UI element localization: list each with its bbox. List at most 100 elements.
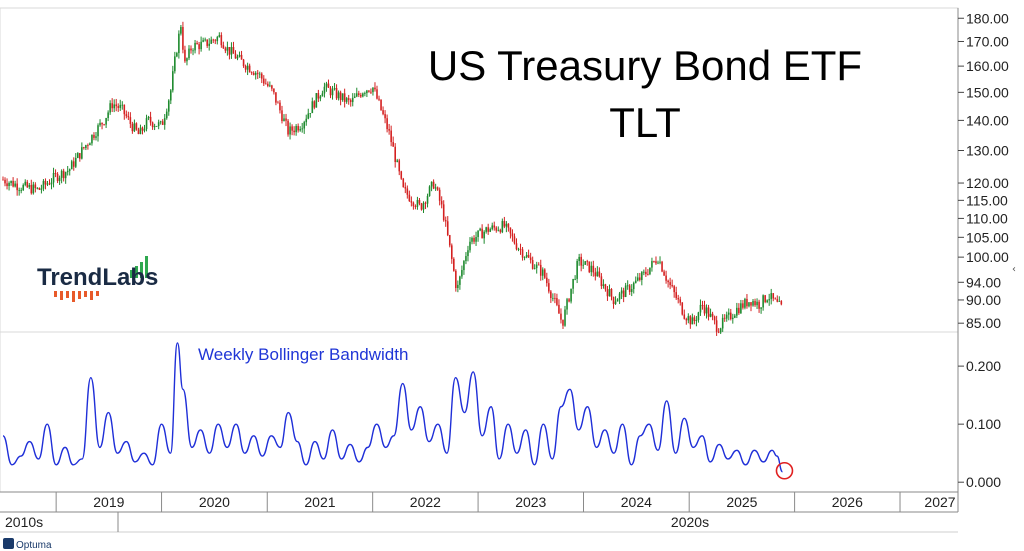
candle-body — [430, 181, 433, 187]
candle-body — [732, 317, 734, 319]
price-tick-label: 110.00 — [966, 210, 1008, 226]
candle-body — [663, 271, 665, 276]
candle-body — [685, 318, 688, 321]
candle-body — [626, 285, 629, 287]
price-y-axis: 180.00 170.00 160.00 150.00 140.00 130.00 120.… — [958, 10, 1009, 331]
candle-body — [412, 202, 415, 207]
candle-body — [535, 264, 538, 269]
candle-body — [228, 47, 231, 55]
candle-body — [372, 87, 374, 93]
candle-body — [517, 248, 520, 250]
candle-body — [420, 203, 423, 210]
candle-body — [188, 48, 190, 59]
candle-body — [329, 87, 332, 96]
candle-body — [362, 93, 364, 97]
candle-body — [145, 118, 148, 130]
price-tick-label: 85.00 — [966, 315, 1001, 331]
candle-body — [216, 37, 219, 42]
candle-body — [368, 90, 370, 92]
candle-body — [238, 54, 241, 57]
candle-body — [349, 100, 352, 103]
candle-body — [408, 194, 411, 202]
year-label: 2026 — [832, 494, 863, 510]
bandwidth-tick-label: 0.200 — [966, 358, 1001, 374]
candle-body — [562, 319, 564, 326]
candle-body — [240, 54, 243, 60]
candle-body — [246, 65, 249, 70]
candle-body — [36, 187, 39, 189]
candle-body — [323, 86, 326, 94]
candle-body — [370, 91, 372, 93]
candle-body — [550, 291, 552, 299]
candle-body — [355, 93, 358, 97]
candle-body — [287, 120, 289, 135]
candle-body — [155, 126, 158, 127]
candle-body — [305, 118, 308, 123]
candle-body — [671, 285, 673, 287]
candle-body — [622, 290, 625, 297]
candle-body — [315, 93, 318, 108]
candle-body — [93, 134, 95, 138]
candle-body — [645, 271, 647, 275]
candle-body — [254, 72, 257, 75]
price-tick-label: 160.00 — [966, 58, 1009, 74]
candle-body — [632, 282, 635, 290]
candle-body — [584, 261, 587, 265]
candle-body — [24, 181, 27, 185]
candle-body — [483, 231, 485, 239]
candle-body — [426, 195, 429, 204]
candle-body — [404, 187, 407, 189]
candle-body — [523, 257, 526, 258]
candle-body — [471, 237, 473, 242]
candle-body — [319, 96, 322, 99]
candle-body — [115, 104, 118, 107]
candle-body — [184, 49, 186, 62]
candle-body — [768, 299, 770, 301]
candle-body — [740, 303, 742, 314]
candle-body — [628, 285, 631, 293]
candle-body — [169, 90, 172, 101]
candle-body — [546, 277, 548, 284]
candle-body — [596, 271, 599, 277]
year-label: 2027 — [924, 494, 955, 510]
candle-body — [198, 44, 200, 50]
candle-body — [147, 116, 150, 119]
candle-body — [758, 301, 760, 309]
candle-body — [101, 122, 103, 125]
candle-body — [297, 126, 299, 131]
candle-body — [639, 277, 641, 280]
candle-body — [608, 289, 611, 297]
candle-body — [643, 271, 645, 273]
candle-body — [337, 92, 340, 99]
candle-body — [677, 298, 680, 300]
candle-body — [402, 178, 405, 188]
candle-body — [709, 313, 712, 317]
candle-body — [244, 66, 247, 70]
candle-body — [766, 300, 768, 303]
candle-body — [176, 53, 178, 57]
candle-body — [422, 202, 425, 210]
candle-body — [687, 316, 690, 321]
candle-body — [444, 220, 447, 222]
candle-body — [279, 102, 281, 111]
candle-body — [477, 230, 479, 238]
candle-body — [434, 187, 437, 189]
candle-body — [442, 204, 445, 221]
axis-scroll-icon[interactable]: ‹ — [1012, 264, 1016, 275]
candle-body — [606, 289, 609, 297]
candle-body — [236, 56, 239, 59]
logo-text: TrendLabs — [37, 264, 158, 291]
candle-body — [99, 122, 101, 126]
candle-body — [527, 254, 530, 258]
decade-label-2010s: 2010s — [5, 514, 43, 530]
candle-body — [91, 134, 93, 144]
candle-body — [364, 93, 366, 94]
candle-body — [390, 130, 392, 143]
candle-body — [163, 118, 166, 125]
candle-body — [301, 128, 303, 130]
candle-body — [582, 264, 585, 266]
candle-body — [752, 301, 754, 306]
candle-body — [339, 92, 342, 100]
candle-body — [311, 101, 314, 114]
